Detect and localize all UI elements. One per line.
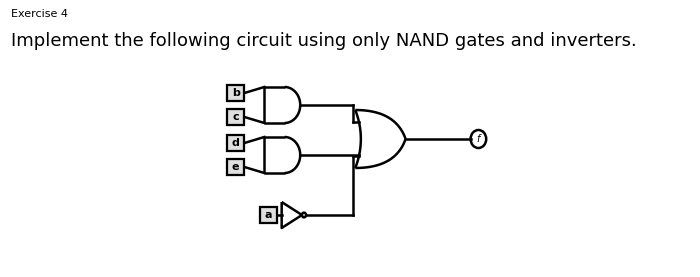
- Text: Implement the following circuit using only NAND gates and inverters.: Implement the following circuit using on…: [11, 32, 637, 50]
- Text: a: a: [265, 210, 272, 220]
- Text: d: d: [232, 138, 239, 148]
- Text: e: e: [232, 162, 239, 172]
- Bar: [227, 109, 244, 125]
- Text: f: f: [477, 134, 480, 144]
- Bar: [227, 135, 244, 151]
- Bar: [227, 85, 244, 101]
- Text: c: c: [232, 112, 239, 122]
- Bar: [260, 207, 277, 223]
- Bar: [227, 159, 244, 175]
- Text: Exercise 4: Exercise 4: [11, 9, 69, 19]
- Text: b: b: [232, 88, 239, 98]
